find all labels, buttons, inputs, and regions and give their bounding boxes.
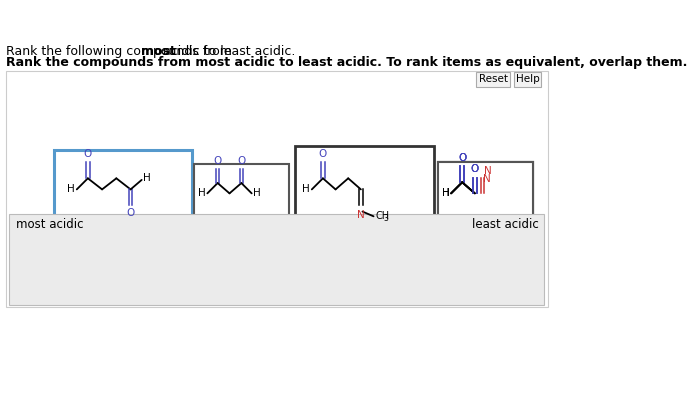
Text: O: O <box>470 164 479 174</box>
Text: acidic to least acidic.: acidic to least acidic. <box>159 45 295 58</box>
Bar <box>6 71 547 306</box>
Bar <box>514 72 541 87</box>
Text: least acidic: least acidic <box>473 218 539 231</box>
Text: H: H <box>253 188 261 198</box>
Bar <box>295 146 434 284</box>
Text: O: O <box>458 153 466 163</box>
Text: CH: CH <box>375 210 389 220</box>
Text: O: O <box>214 156 222 166</box>
Bar <box>438 162 533 272</box>
Text: N: N <box>357 210 365 220</box>
Text: H: H <box>442 188 449 198</box>
Text: most: most <box>141 45 176 58</box>
Text: H: H <box>67 184 75 195</box>
Text: Reset: Reset <box>479 74 507 85</box>
Text: H: H <box>442 188 449 198</box>
Bar <box>438 162 533 272</box>
Text: 3: 3 <box>384 214 388 223</box>
Bar <box>54 150 192 276</box>
Text: H: H <box>442 188 449 198</box>
Text: O: O <box>84 149 92 159</box>
Text: O: O <box>318 149 327 159</box>
Text: most acidic: most acidic <box>16 218 83 231</box>
Bar <box>475 72 510 87</box>
Text: O: O <box>237 156 246 166</box>
Text: O: O <box>127 208 134 218</box>
Text: N: N <box>484 166 492 176</box>
Text: Rank the compounds from most acidic to least acidic. To rank items as equivalent: Rank the compounds from most acidic to l… <box>6 56 687 69</box>
Bar <box>438 162 533 272</box>
Bar <box>10 214 545 305</box>
Bar <box>194 164 289 267</box>
Text: Help: Help <box>516 74 540 85</box>
Text: N: N <box>483 174 491 184</box>
Text: O: O <box>458 153 466 163</box>
Text: Rank the following compounds from: Rank the following compounds from <box>6 45 235 58</box>
Text: H: H <box>144 173 151 183</box>
Text: H: H <box>302 184 310 195</box>
Text: O: O <box>470 164 479 174</box>
Text: O: O <box>458 153 466 163</box>
Text: O: O <box>470 164 479 174</box>
Text: H: H <box>198 188 206 198</box>
